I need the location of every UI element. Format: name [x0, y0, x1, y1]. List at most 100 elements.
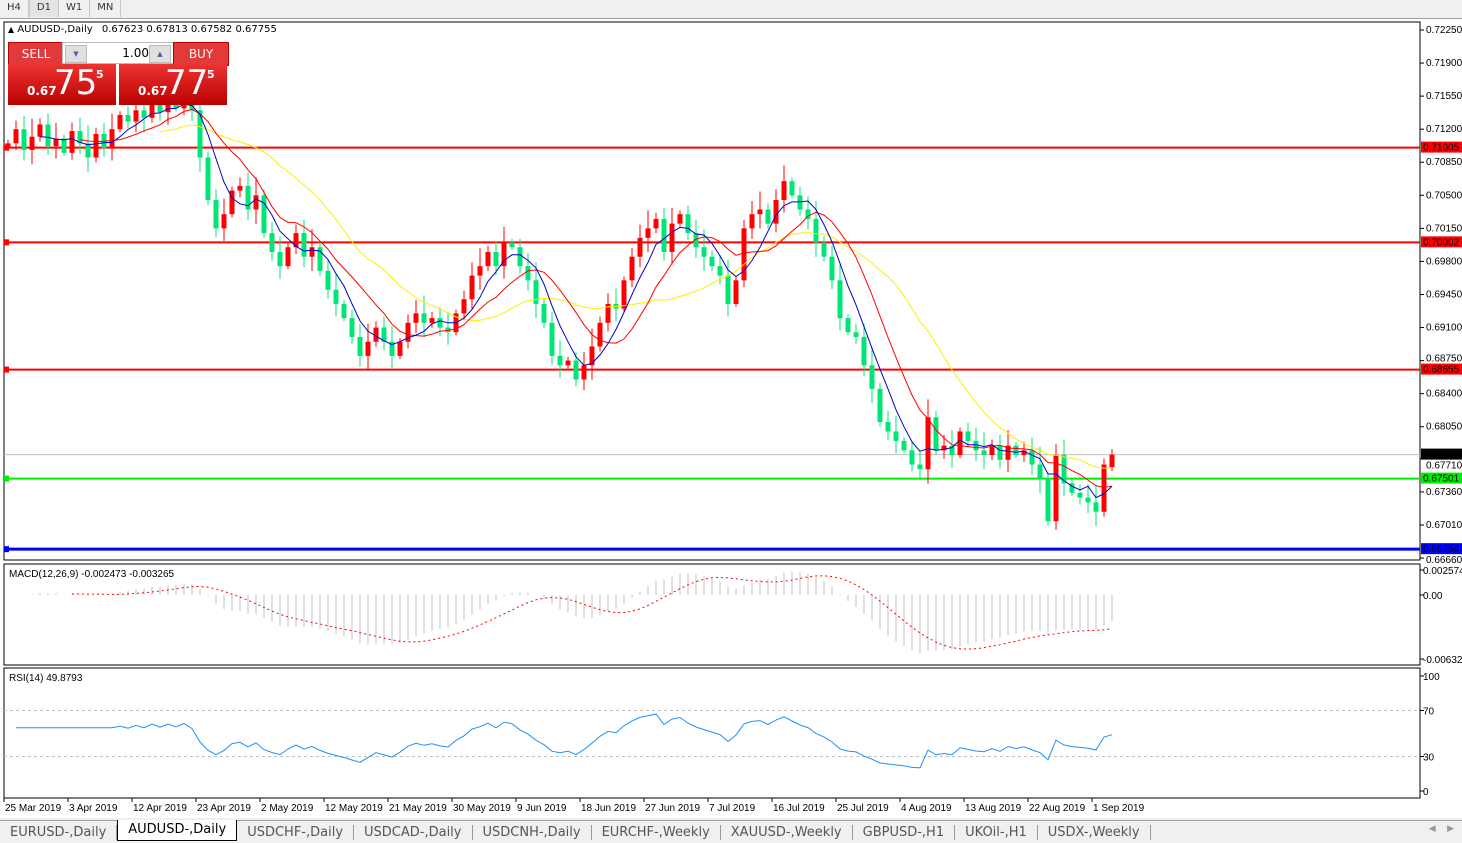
candle: [253, 177, 259, 224]
candle-body: [581, 365, 587, 380]
candle-body: [53, 138, 59, 147]
candle: [677, 210, 683, 227]
candle: [589, 328, 595, 380]
candle-body: [357, 336, 363, 356]
candle-body: [725, 275, 731, 304]
candle: [293, 224, 299, 255]
tab-usdcnh-daily[interactable]: USDCNH-,Daily: [473, 824, 592, 840]
candle: [837, 264, 843, 331]
timeframe-h4[interactable]: H4: [0, 0, 29, 17]
candle: [301, 219, 307, 268]
candle-body: [237, 185, 243, 191]
candle-body: [493, 251, 499, 267]
candle-body: [165, 100, 171, 113]
candle-body: [37, 124, 43, 137]
level-price-label: 0.66754: [1423, 544, 1460, 555]
tab-usdcad-daily[interactable]: USDCAD-,Daily: [354, 824, 473, 840]
tab-eurusd-daily[interactable]: EURUSD-,Daily: [0, 824, 118, 840]
candle-body: [917, 464, 923, 470]
candle: [749, 200, 755, 239]
price-tick-label: 0.69450: [1426, 289, 1462, 300]
buy-button[interactable]: BUY: [173, 42, 229, 66]
candle: [405, 314, 411, 349]
level-price-badge: [1421, 236, 1462, 248]
candle-body: [557, 355, 563, 366]
candle-body: [301, 233, 307, 257]
candle: [381, 316, 387, 351]
tab-usdx-weekly[interactable]: USDX-,Weekly: [1038, 824, 1151, 840]
candle: [941, 434, 947, 460]
date-label: 27 Jun 2019: [645, 803, 700, 814]
candle-body: [605, 303, 611, 323]
candle: [821, 236, 827, 262]
level-handle: [4, 366, 9, 373]
candle-body: [389, 341, 395, 356]
candle-body: [829, 256, 835, 281]
rsi-tick-label: 100: [1423, 672, 1440, 683]
buy-price[interactable]: 0.67 77 5: [119, 63, 227, 105]
lot-decrease-icon[interactable]: ▼: [65, 45, 87, 63]
candle-body: [853, 332, 859, 337]
level-price-label: 0.70002: [1423, 237, 1460, 248]
candle: [85, 125, 91, 172]
candle: [45, 113, 51, 155]
candle: [669, 208, 675, 265]
tab-xauusd-weekly[interactable]: XAUUSD-,Weekly: [721, 824, 853, 840]
date-label: 25 Jul 2019: [837, 803, 889, 814]
candle: [1061, 439, 1067, 496]
timeframe-toolbar: H4 D1 W1 MN: [0, 0, 1462, 19]
collapse-triangle-icon[interactable]: ▲: [8, 25, 15, 34]
candle-body: [365, 341, 371, 356]
tab-gbpusd-h1[interactable]: GBPUSD-,H1: [853, 824, 956, 840]
candle-body: [1005, 445, 1011, 460]
timeframe-w1[interactable]: W1: [59, 0, 91, 17]
candle: [733, 276, 739, 307]
lot-size-stepper[interactable]: ▼ ▲: [62, 42, 174, 64]
candle-body: [845, 318, 851, 333]
sell-price-fraction: 5: [96, 68, 104, 81]
candle-body: [973, 440, 979, 451]
candle: [621, 276, 627, 312]
date-label: 12 Apr 2019: [133, 803, 187, 814]
date-label: 13 Aug 2019: [965, 803, 1022, 814]
candle: [757, 191, 763, 229]
candle: [1069, 479, 1075, 496]
tab-scroll-arrows[interactable]: ◀ ▶: [1429, 824, 1454, 834]
macd-tick-label: 0.00: [1423, 591, 1443, 602]
candle-body: [229, 190, 235, 215]
timeframe-d1[interactable]: D1: [28, 0, 59, 17]
candle-body: [13, 129, 19, 144]
candle-body: [981, 450, 987, 456]
candle-body: [989, 445, 995, 456]
candle: [869, 347, 875, 404]
candle: [981, 432, 987, 470]
price-tick-label: 0.69100: [1426, 323, 1462, 334]
candle-body: [1029, 450, 1035, 465]
candle: [525, 252, 531, 291]
candle-body: [157, 102, 163, 113]
scroll-left-icon[interactable]: ◀: [1428, 824, 1436, 834]
candle: [1109, 449, 1115, 471]
price-tick-label: 0.67710: [1426, 461, 1462, 472]
timeframe-mn[interactable]: MN: [90, 0, 122, 17]
tab-ukoil-h1[interactable]: UKOil-,H1: [955, 824, 1038, 840]
candle: [509, 238, 515, 251]
candle: [61, 134, 67, 156]
candle-body: [1045, 478, 1051, 522]
date-label: 21 May 2019: [389, 803, 447, 814]
candle-body: [861, 336, 867, 366]
candle-body: [373, 327, 379, 342]
tab-eurchf-weekly[interactable]: EURCHF-,Weekly: [592, 824, 721, 840]
candle-body: [341, 303, 347, 319]
scroll-right-icon[interactable]: ▶: [1447, 824, 1454, 834]
candle: [261, 189, 267, 239]
lot-increase-icon[interactable]: ▲: [149, 45, 171, 63]
chart-canvas[interactable]: 0.72250 0.71900 0.71550 0.71200 0.70850 0.705…: [0, 0, 1462, 818]
tab-audusd-daily[interactable]: AUDUSD-,Daily: [117, 820, 238, 841]
candle: [477, 248, 483, 290]
sell-price[interactable]: 0.67 75 5: [8, 63, 116, 105]
candle-body: [573, 360, 579, 380]
tab-usdchf-daily[interactable]: USDCHF-,Daily: [237, 824, 355, 840]
candle: [541, 297, 547, 328]
lot-size-input[interactable]: [89, 45, 151, 61]
